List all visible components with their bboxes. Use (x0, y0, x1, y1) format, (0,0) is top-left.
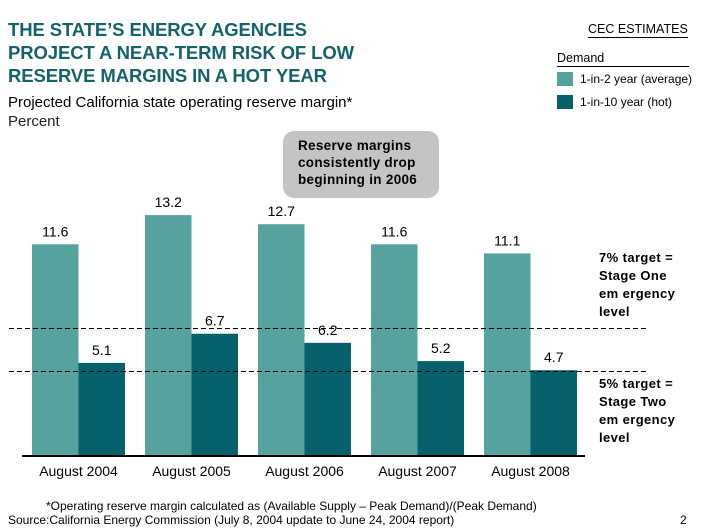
value-label: 13.2 (155, 194, 182, 210)
value-label: 5.2 (431, 340, 451, 356)
title-line: PROJECT A NEAR-TERM RISK OF LOW (8, 42, 354, 63)
legend-group-label: Demand (557, 51, 689, 67)
bar-average (484, 253, 531, 456)
target-line: 7% target = (599, 250, 674, 265)
target-line: level (599, 430, 630, 445)
bar-hot (191, 333, 238, 456)
value-label: 6.2 (318, 322, 338, 338)
value-label: 11.1 (494, 232, 520, 248)
footnote: *Operating reserve margin calculated as … (46, 499, 537, 513)
x-tick-label: August 2007 (378, 463, 457, 479)
bar-hot (304, 342, 351, 456)
page-number: 2 (680, 513, 687, 527)
legend-label: 1-in-10 year (hot) (580, 95, 673, 109)
legend-swatch-average (557, 72, 573, 86)
chart-subtitle: Projected California state operating res… (8, 94, 353, 111)
bar-average (371, 244, 418, 456)
page-title: THE STATE’S ENERGY AGENCIES PROJECT A NE… (8, 18, 354, 87)
target-line: Stage Two (599, 394, 667, 409)
reference-lines-layer (9, 328, 648, 372)
legend-heading: CEC ESTIMATES (588, 22, 688, 38)
x-tick-label: August 2004 (39, 463, 118, 479)
x-tick-label: August 2005 (152, 463, 231, 479)
legend-label: 1-in-2 year (average) (580, 72, 693, 86)
callout-line: consistently drop (298, 155, 416, 170)
callout-line: Reserve margins (298, 138, 412, 153)
value-label: 4.7 (544, 349, 564, 365)
x-tick-labels-layer: August 2004 August 2005 August 2006 August … (39, 463, 570, 479)
unit-label: Percent (8, 113, 60, 130)
bar-average (32, 244, 79, 456)
source-note: Source:California Energy Commission (Jul… (8, 513, 455, 527)
bar-average (258, 224, 305, 456)
legend-item-hot: 1-in-10 year (hot) (557, 95, 672, 109)
target-line: Stage One (599, 268, 667, 283)
value-label: 12.7 (268, 203, 295, 219)
bar-hot (78, 362, 125, 456)
bar-hot (530, 370, 577, 456)
target-line: 5% target = (599, 376, 674, 391)
value-labels-layer: 11.6 5.1 13.2 6.7 12.7 6.2 11.6 5.2 11.1 4.7 (42, 194, 564, 365)
target-line: em ergency (599, 286, 676, 301)
value-label: 11.6 (381, 223, 407, 239)
legend-item-average: 1-in-2 year (average) (557, 72, 692, 86)
target-line: em ergency (599, 412, 676, 427)
target-line: level (599, 304, 630, 319)
legend-swatch-hot (557, 95, 573, 109)
callout-line: beginning in 2006 (298, 172, 418, 187)
x-tick-label: August 2008 (491, 463, 570, 479)
title-line: RESERVE MARGINS IN A HOT YEAR (8, 65, 327, 86)
bar-average (145, 215, 192, 456)
value-label: 11.6 (42, 223, 68, 239)
annotation-callout: Reserve margins consistently drop beginn… (283, 131, 439, 198)
stage-one-target-label: 7% target = Stage One em ergency level (599, 249, 675, 321)
title-line: THE STATE’S ENERGY AGENCIES (8, 19, 307, 40)
bars-layer (32, 215, 577, 456)
bar-hot (417, 361, 464, 456)
stage-two-target-label: 5% target = Stage Two em ergency level (599, 375, 675, 447)
value-label: 6.7 (205, 313, 225, 329)
x-tick-label: August 2006 (265, 463, 344, 479)
value-label: 5.1 (92, 342, 112, 358)
